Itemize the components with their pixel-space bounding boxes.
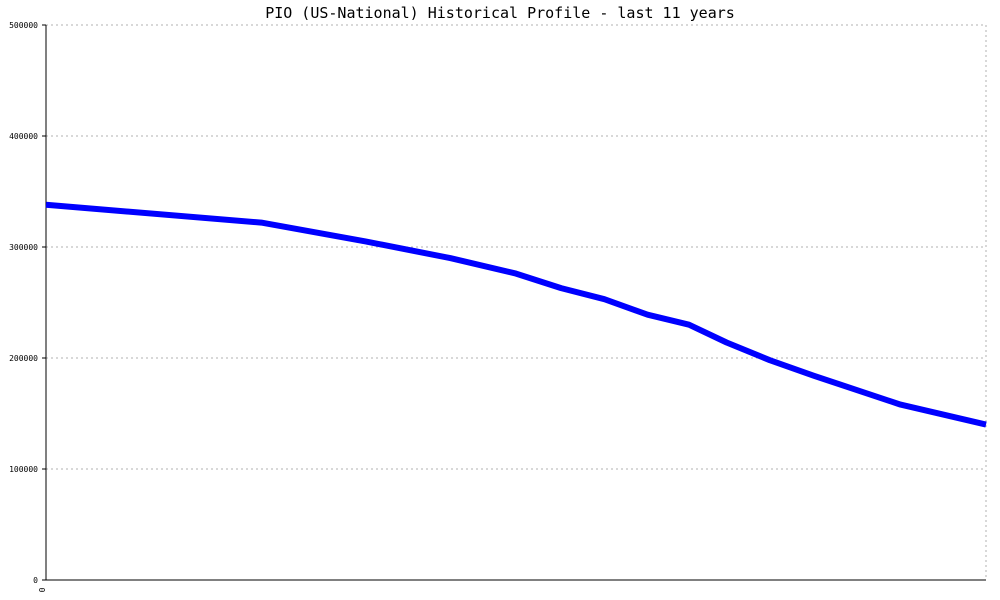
gridlines <box>46 24 987 580</box>
y-tick-label: 500000 <box>9 21 38 30</box>
axes <box>42 24 986 581</box>
y-tick-label: 100000 <box>9 465 38 474</box>
series-layer <box>45 201 987 428</box>
y-tick-label: 200000 <box>9 354 38 363</box>
y-tick-label: 0 <box>33 576 38 585</box>
x-tick-label: 0 <box>38 587 47 592</box>
tick-labels: 0 100000 200000 300000 400000 500000 0 <box>9 21 47 592</box>
y-tick-label: 400000 <box>9 132 38 141</box>
series-line <box>45 201 987 428</box>
y-tick-label: 300000 <box>9 243 38 252</box>
chart-title: PIO (US-National) Historical Profile - l… <box>265 4 735 22</box>
